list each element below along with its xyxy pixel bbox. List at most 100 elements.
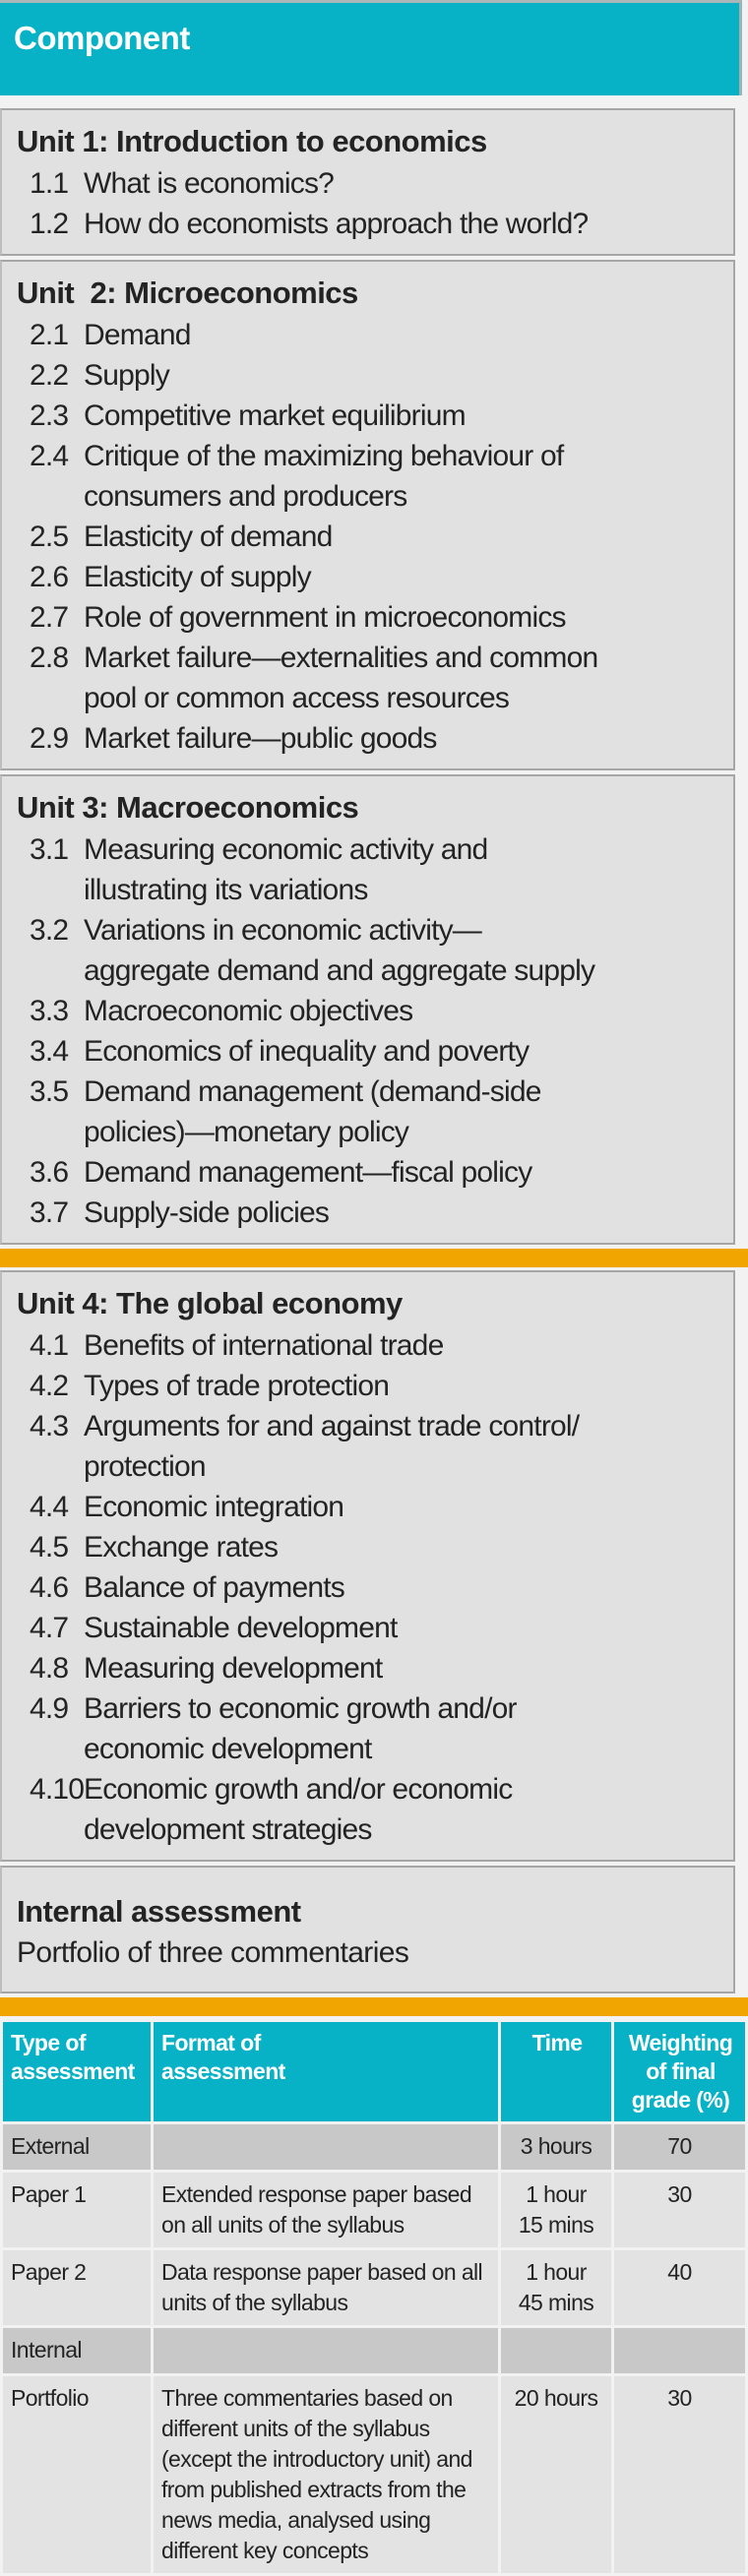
unit-item-text: Measuring economic activity and illustra…: [84, 833, 488, 906]
column-header-time: Time: [501, 2022, 611, 2121]
unit-item-list: 3.1 Measuring economic activity and illus…: [2, 829, 733, 1233]
unit-item-number: 1.2: [30, 208, 69, 240]
unit-item-text: Demand management—fiscal policy: [84, 1156, 532, 1189]
table-row-internal: Internal: [3, 2328, 745, 2373]
unit-item-text: Arguments for and against trade control/…: [84, 1410, 580, 1483]
unit-item-text: Economics of inequality and poverty: [84, 1035, 530, 1068]
unit-item-number: 2.5: [30, 521, 69, 553]
unit-item: 4.9 Barriers to economic growth and/or ec…: [2, 1688, 733, 1769]
internal-assessment-block: Internal assessment Portfolio of three c…: [0, 1866, 735, 1993]
unit-item-text: Market failure—public goods: [84, 722, 437, 755]
unit-item-number: 4.6: [30, 1571, 69, 1604]
unit-item-text: Elasticity of demand: [84, 521, 333, 553]
unit-item-number: 1.1: [30, 167, 69, 200]
unit-item-number: 4.9: [30, 1692, 69, 1725]
cell-format: [154, 2328, 498, 2373]
unit-item-list: 2.1 Demand 2.2 Supply 2.3 Competitive market …: [2, 315, 733, 759]
unit-item-number: 4.5: [30, 1531, 69, 1564]
unit-item: 2.3 Competitive market equilibrium: [2, 396, 733, 436]
unit-title: Unit 2: Microeconomics: [17, 276, 358, 310]
unit-item-number: 4.8: [30, 1652, 69, 1685]
unit-item: 4.7 Sustainable development: [2, 1608, 733, 1648]
unit-item-number: 2.9: [30, 722, 69, 755]
unit-item-number: 2.8: [30, 642, 69, 674]
unit-item: 3.3 Macroeconomic objectives: [2, 991, 733, 1031]
table-row-paper-1: Paper 1 Extended response paper based on …: [3, 2173, 745, 2247]
internal-assessment-subtitle: Portfolio of three commentaries: [17, 1936, 409, 1969]
unit-item-text: Role of government in microeconomics: [84, 601, 567, 634]
cell-format: Three commentaries based on different un…: [154, 2376, 498, 2573]
unit-item: 4.3 Arguments for and against trade contr…: [2, 1406, 733, 1487]
unit-item-number: 4.7: [30, 1612, 69, 1644]
unit-item: 4.5 Exchange rates: [2, 1527, 733, 1567]
gold-divider-1: [0, 1249, 748, 1267]
unit-item-text: Market failure—externalities and common …: [84, 642, 598, 714]
unit-item: 4.1 Benefits of international trade: [2, 1325, 733, 1366]
unit-item-number: 2.1: [30, 319, 69, 351]
unit-item-number: 2.7: [30, 601, 69, 634]
column-header-format: Format of assessment: [154, 2022, 498, 2121]
unit-block-4: Unit 4: The global economy 4.1 Benefits of…: [0, 1270, 735, 1862]
cell-format: Extended response paper based on all uni…: [154, 2173, 498, 2247]
unit-item-text: Benefits of international trade: [84, 1329, 444, 1362]
unit-item-text: Supply-side policies: [84, 1196, 330, 1229]
unit-item-number: 2.6: [30, 561, 69, 593]
unit-item: 2.6 Elasticity of supply: [2, 557, 733, 597]
unit-item: 2.5 Elasticity of demand: [2, 517, 733, 557]
unit-item-text: Barriers to economic growth and/or econo…: [84, 1692, 517, 1765]
unit-item-number: 4.3: [30, 1410, 69, 1442]
column-header-type: Type of assessment: [3, 2022, 151, 2121]
unit-item-text: Demand management (demand-side policies)…: [84, 1075, 541, 1148]
unit-item-number: 4.4: [30, 1491, 69, 1523]
unit-item: 4.6 Balance of payments: [2, 1567, 733, 1608]
assessment-table-body: External 3 hours 70 Paper 1 Extended respons…: [3, 2124, 745, 2573]
assessment-table: Type of assessment Format of assessment Ti…: [0, 2019, 748, 2576]
unit-item: 2.1 Demand: [2, 315, 733, 355]
unit-title: Unit 3: Macroeconomics: [17, 790, 359, 825]
unit-item-number: 2.2: [30, 359, 69, 392]
unit-item-number: 2.3: [30, 399, 69, 432]
internal-assessment-title: Internal assessment: [17, 1894, 301, 1929]
cell-time: 1 hour 45 mins: [501, 2250, 611, 2325]
cell-type: Paper 1: [3, 2173, 151, 2247]
unit-item-text: Variations in economic activity— aggrega…: [84, 914, 595, 987]
unit-item: 2.4 Critique of the maximizing behaviour …: [2, 436, 733, 517]
cell-type: Paper 2: [3, 2250, 151, 2325]
unit-block-3: Unit 3: Macroeconomics 3.1 Measuring econo…: [0, 774, 735, 1245]
unit-item-number: 3.5: [30, 1075, 69, 1108]
unit-title: Unit 1: Introduction to economics: [17, 124, 487, 158]
component-header: Component: [0, 0, 742, 95]
unit-item-text: Measuring development: [84, 1652, 383, 1685]
gold-divider-2: [0, 1997, 748, 2016]
unit-item-number: 3.2: [30, 914, 69, 947]
unit-item-text: Elasticity of supply: [84, 561, 312, 593]
unit-item-text: Macroeconomic objectives: [84, 995, 413, 1027]
unit-item: 3.6 Demand management—fiscal policy: [2, 1152, 733, 1193]
cell-type: External: [3, 2124, 151, 2170]
unit-item: 2.2 Supply: [2, 355, 733, 396]
unit-item-number: 3.4: [30, 1035, 69, 1068]
cell-weighting: 30: [614, 2173, 745, 2247]
unit-item-number: 3.3: [30, 995, 69, 1027]
unit-item-number: 2.4: [30, 440, 69, 472]
unit-item: 3.4 Economics of inequality and poverty: [2, 1031, 733, 1072]
cell-time: 3 hours: [501, 2124, 611, 2170]
column-header-weighting: Weighting of final grade (%): [614, 2022, 745, 2121]
unit-item: 4.8 Measuring development: [2, 1648, 733, 1688]
unit-item-list: 1.1 What is economics? 1.2 How do economist…: [2, 163, 733, 244]
cell-time: [501, 2328, 611, 2373]
unit-item: 3.2 Variations in economic activity— aggr…: [2, 910, 733, 991]
unit-item-number: 3.7: [30, 1196, 69, 1229]
unit-item-list: 4.1 Benefits of international trade 4.2 Typ…: [2, 1325, 733, 1850]
unit-item-text: Economic integration: [84, 1491, 344, 1523]
cell-time: 20 hours: [501, 2376, 611, 2573]
unit-item-number: 3.1: [30, 833, 69, 866]
unit-item: 2.7 Role of government in microeconomics: [2, 597, 733, 638]
cell-format: [154, 2124, 498, 2170]
table-row-paper-2: Paper 2 Data response paper based on all …: [3, 2250, 745, 2325]
cell-weighting: [614, 2328, 745, 2373]
unit-item-text: Exchange rates: [84, 1531, 279, 1564]
unit-item: 1.2 How do economists approach the world?: [2, 204, 733, 244]
cell-weighting: 70: [614, 2124, 745, 2170]
